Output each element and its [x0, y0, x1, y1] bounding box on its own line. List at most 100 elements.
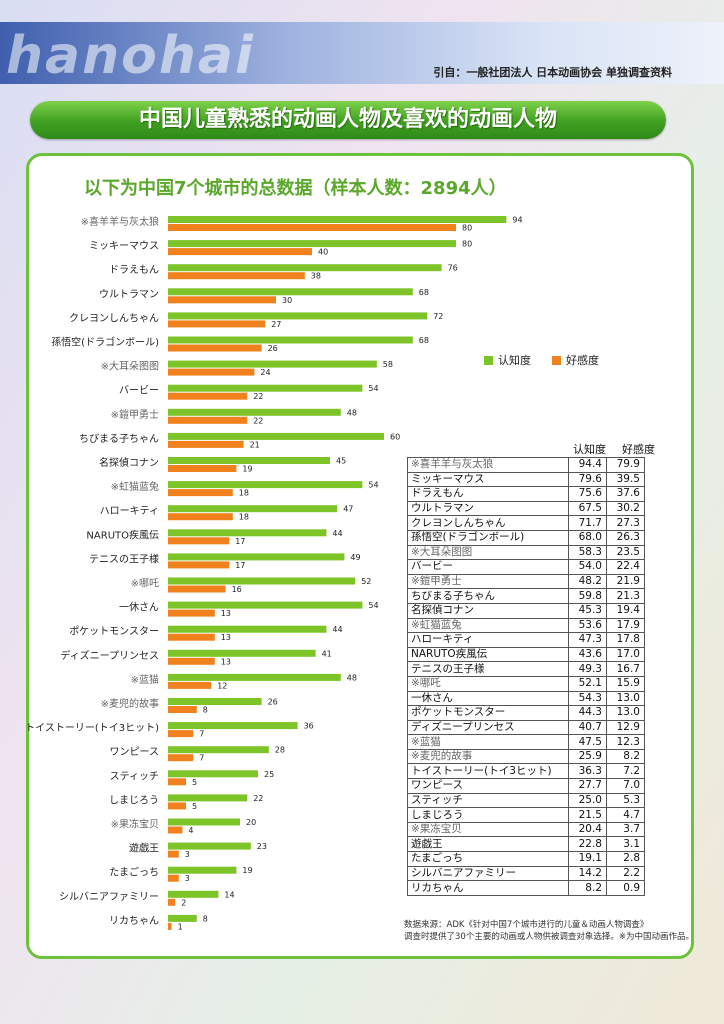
category-label: ミッキーマウス — [89, 240, 159, 252]
table-cell-name: ミッキーマウス — [407, 471, 569, 488]
category-label: テニスの王子様 — [89, 552, 159, 565]
bar-awareness — [168, 216, 507, 223]
table-cell-name: 遊戯王 — [407, 836, 569, 853]
bar-favorability — [168, 248, 312, 256]
table-row: リカちゃん 8.2 0.9 — [407, 880, 645, 896]
table-row: ※果冻宝贝 20.4 3.7 — [407, 821, 645, 838]
footnote: 数据来源：ADK《针对中国7个城市进行的儿童＆动画人物调查》 调查时提供了30个… — [404, 919, 694, 943]
value-label-favorability: 7 — [199, 730, 204, 739]
table-row: バービー 54.0 22.4 — [407, 559, 645, 575]
bar-favorability — [168, 778, 186, 786]
table-cell-name: クレヨンしんちゃん — [407, 515, 569, 531]
bar-favorability — [168, 489, 233, 497]
table-cell-favorability: 16.7 — [606, 661, 645, 677]
bar-awareness — [168, 336, 413, 344]
table-cell-favorability: 13.0 — [606, 690, 645, 707]
value-label-favorability: 30 — [282, 296, 292, 305]
table-cell-awareness: 21.5 — [568, 807, 607, 823]
table-row: クレヨンしんちゃん 71.7 27.3 — [407, 515, 645, 531]
value-label-favorability: 7 — [199, 754, 204, 763]
value-label-awareness: 47 — [343, 505, 353, 514]
table-cell-awareness: 25.0 — [568, 792, 607, 809]
value-label-favorability: 18 — [239, 489, 249, 498]
bar-awareness — [168, 866, 237, 874]
source-reference: 引自：一般社团法人 日本动画协会 单独调查资料 — [433, 66, 672, 79]
value-label-awareness: 52 — [361, 577, 371, 586]
table-cell-name: ディズニープリンセス — [407, 719, 569, 736]
table-cell-awareness: 27.7 — [568, 778, 607, 794]
value-label-favorability: 3 — [185, 850, 190, 859]
bar-favorability — [168, 609, 215, 617]
bar-awareness — [168, 312, 428, 320]
table-cell-name: NARUTO疾風伝 — [407, 646, 569, 663]
table-cell-name: テニスの王子様 — [407, 661, 569, 677]
table-row: ポケットモンスター 44.3 13.0 — [407, 705, 645, 721]
table-cell-awareness: 19.1 — [568, 851, 607, 867]
value-label-favorability: 3 — [185, 874, 190, 883]
category-label: NARUTO疾風伝 — [86, 528, 159, 541]
table-row: トイストーリー(トイ3ヒット) 36.3 7.2 — [407, 763, 645, 780]
table-cell-name: ※虹猫蓝兔 — [407, 617, 569, 634]
category-label: ※喜羊羊与灰太狼 — [81, 215, 159, 228]
table-cell-favorability: 12.3 — [606, 734, 645, 750]
category-label: ディズニープリンセス — [60, 649, 159, 662]
table-cell-name: ワンピース — [407, 778, 569, 794]
table-row: 遊戯王 22.8 3.1 — [407, 836, 645, 853]
bar-favorability — [168, 392, 248, 400]
table-cell-favorability: 27.3 — [606, 515, 645, 531]
table-cell-favorability: 2.2 — [606, 865, 645, 882]
bar-favorability — [168, 585, 226, 593]
bar-favorability — [168, 416, 248, 424]
value-label-awareness: 54 — [368, 481, 378, 490]
category-label: ※果冻宝贝 — [111, 818, 159, 831]
table-cell-favorability: 5.3 — [606, 792, 645, 809]
category-label: ドラえもん — [109, 264, 159, 276]
bar-awareness — [168, 360, 377, 368]
table-row: ミッキーマウス 79.6 39.5 — [407, 471, 645, 488]
bar-favorability — [168, 224, 456, 231]
table-cell-name: ※哪吒 — [407, 675, 569, 692]
table-row: テニスの王子様 49.3 16.7 — [407, 661, 645, 677]
bar-favorability — [168, 296, 276, 304]
bar-awareness — [168, 673, 341, 681]
category-label: 遊戯王 — [129, 842, 159, 855]
value-label-awareness: 48 — [347, 408, 357, 417]
table-row: たまごっち 19.1 2.8 — [407, 851, 645, 867]
table-cell-awareness: 58.3 — [568, 544, 607, 561]
value-label-awareness: 80 — [462, 240, 472, 249]
bar-awareness — [168, 577, 356, 585]
legend-label-favorability: 好感度 — [566, 354, 599, 367]
table-cell-name: ハローキティ — [407, 632, 569, 648]
table-cell-awareness: 52.1 — [568, 675, 607, 692]
category-label: ※大耳朵图图 — [101, 360, 159, 373]
value-label-awareness: 14 — [224, 890, 234, 899]
table-cell-awareness: 45.3 — [568, 602, 607, 619]
table-cell-favorability: 23.5 — [606, 544, 645, 561]
table-cell-name: ※喜羊羊与灰太狼 — [407, 457, 569, 473]
value-label-awareness: 76 — [448, 264, 458, 273]
bar-awareness — [168, 481, 363, 489]
table-row: ※大耳朵图图 58.3 23.5 — [407, 544, 645, 561]
bar-favorability — [168, 537, 230, 545]
bar-favorability — [168, 898, 176, 906]
value-label-awareness: 44 — [332, 625, 342, 634]
table-cell-favorability: 17.8 — [606, 632, 645, 648]
legend-swatch-favorability — [552, 355, 561, 365]
category-label: シルバニアファミリー — [59, 891, 159, 903]
value-label-awareness: 45 — [336, 457, 346, 466]
value-label-awareness: 48 — [347, 673, 357, 682]
category-label: ※麦兜的故事 — [101, 697, 159, 710]
table-cell-awareness: 75.6 — [568, 486, 607, 502]
table-cell-awareness: 71.7 — [568, 515, 607, 531]
value-label-favorability: 16 — [232, 585, 242, 594]
category-label: バービー — [119, 385, 159, 397]
table-row: ※蓝猫 47.5 12.3 — [407, 734, 645, 750]
value-label-awareness: 41 — [322, 649, 332, 658]
table-cell-name: ウルトラマン — [407, 500, 569, 517]
value-label-favorability: 1 — [178, 922, 183, 931]
bar-awareness — [168, 553, 345, 561]
table-row: ドラえもん 75.6 37.6 — [407, 486, 645, 502]
value-label-awareness: 68 — [419, 288, 429, 297]
bar-favorability — [168, 802, 186, 810]
